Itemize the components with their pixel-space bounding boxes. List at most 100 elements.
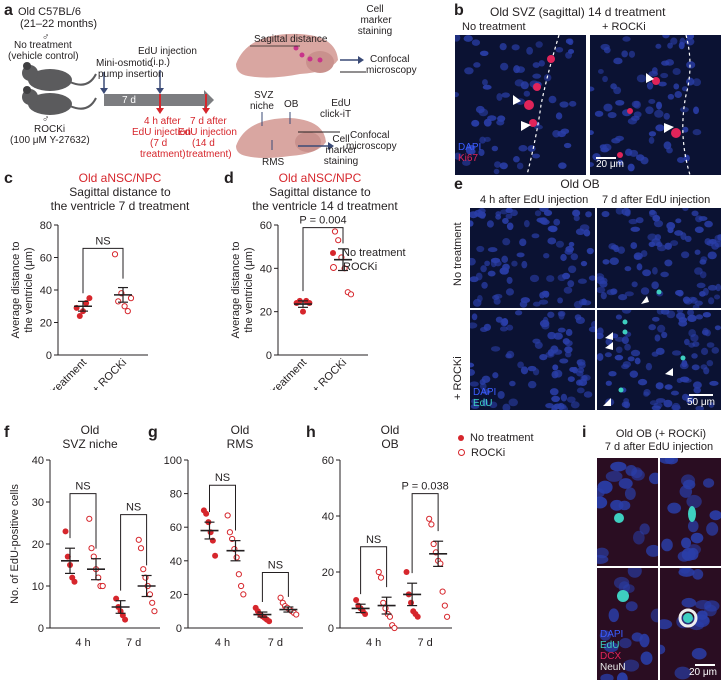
nucleus bbox=[490, 346, 501, 352]
nucleus bbox=[508, 398, 518, 407]
nucleus bbox=[630, 349, 641, 357]
nucleus bbox=[566, 396, 576, 403]
nucleus bbox=[670, 240, 679, 246]
data-point-rocki bbox=[426, 515, 433, 522]
nucleus bbox=[464, 67, 474, 75]
data-point-rocki bbox=[377, 574, 385, 581]
y-tick-label: 20 bbox=[322, 567, 334, 579]
nucleus bbox=[511, 44, 520, 51]
rms-label: RMS bbox=[262, 157, 285, 168]
svz-label-1: SVZ bbox=[254, 90, 274, 101]
nucleus bbox=[671, 350, 682, 356]
y-axis-label: Average distance tothe ventricle (μm) bbox=[230, 241, 255, 338]
scale-bar-b: 20 μm bbox=[596, 159, 624, 170]
panel-a-letter: a bbox=[4, 2, 13, 19]
nucleus bbox=[682, 126, 689, 133]
nucleus bbox=[692, 78, 702, 87]
nucleus bbox=[602, 75, 608, 83]
micrograph-i-4: 20 μm bbox=[660, 568, 721, 680]
nucleus bbox=[557, 327, 566, 333]
significance-label: NS bbox=[95, 235, 110, 247]
nucleus bbox=[579, 224, 590, 232]
nucleus bbox=[658, 81, 667, 87]
nucleus bbox=[577, 278, 587, 284]
nucleus bbox=[628, 50, 636, 58]
nucleus bbox=[590, 162, 595, 167]
nucleus bbox=[649, 209, 656, 216]
micrograph-i-3: DAPI EdU DCX NeuN bbox=[597, 568, 658, 680]
significance-bracket bbox=[120, 514, 148, 591]
nucleus bbox=[552, 130, 561, 138]
x-category-label: + ROCKi bbox=[90, 357, 129, 390]
nucleus bbox=[683, 479, 696, 490]
data-point-rocki bbox=[382, 605, 389, 612]
nucleus bbox=[615, 135, 624, 142]
legend-h-no-treatment-text: No treatment bbox=[470, 431, 534, 444]
panel-c-title-2: the ventricle 7 d treatment bbox=[50, 199, 190, 213]
nucleus bbox=[467, 144, 476, 151]
nucleus bbox=[547, 237, 557, 245]
nuclei-texture bbox=[597, 208, 721, 308]
panel-d-title-red: Old aNSC/NPC bbox=[278, 171, 362, 185]
nucleus bbox=[663, 399, 673, 408]
nucleus bbox=[471, 39, 481, 46]
nucleus bbox=[562, 338, 570, 345]
nucleus bbox=[471, 398, 478, 405]
y-tick-label: 40 bbox=[40, 285, 52, 297]
nucleus bbox=[670, 390, 679, 396]
dcx-label-i: DCX bbox=[600, 651, 622, 662]
nuclei-texture bbox=[590, 35, 702, 172]
nucleus bbox=[694, 226, 704, 233]
nucleus bbox=[559, 358, 569, 364]
nucleus bbox=[551, 370, 559, 379]
nucleus bbox=[664, 384, 673, 390]
nucleus bbox=[560, 253, 567, 262]
rocki-label-1: ROCKi bbox=[34, 124, 66, 135]
micrograph-i-1-art bbox=[597, 461, 658, 564]
nucleus bbox=[655, 124, 665, 132]
nucleus bbox=[681, 597, 697, 608]
nucleus bbox=[691, 364, 700, 371]
nucleus bbox=[565, 245, 574, 253]
nucleus bbox=[547, 311, 555, 318]
nucleus bbox=[563, 286, 573, 294]
nucleus bbox=[688, 342, 696, 348]
nucleus bbox=[605, 380, 612, 386]
scale-bar-i-label: 20 μm bbox=[689, 667, 717, 678]
nucleus bbox=[597, 496, 608, 509]
data-point-rocki bbox=[115, 298, 122, 305]
duration-label: 7 d bbox=[122, 95, 136, 106]
data-point-rocki bbox=[443, 613, 451, 620]
nucleus bbox=[600, 673, 614, 680]
nucleus bbox=[706, 342, 715, 348]
y-tick-label: 100 bbox=[164, 455, 182, 467]
nucleus bbox=[557, 297, 563, 304]
data-point-rocki bbox=[391, 624, 398, 632]
nucleus bbox=[597, 276, 605, 285]
data-point-rocki bbox=[149, 599, 156, 606]
nucleus bbox=[666, 147, 673, 154]
nucleus bbox=[696, 610, 708, 620]
significance-label: NS bbox=[366, 534, 381, 546]
nucleus bbox=[529, 274, 540, 283]
data-point-rocki bbox=[235, 571, 242, 578]
significance-label: NS bbox=[126, 502, 141, 514]
nucleus bbox=[473, 62, 481, 68]
nucleus bbox=[534, 210, 542, 217]
panel-b-letter: b bbox=[454, 2, 464, 19]
nucleus bbox=[567, 376, 575, 382]
micrograph-e-nt-7d-art bbox=[597, 208, 721, 308]
nucleus bbox=[649, 400, 659, 406]
nucleus bbox=[603, 103, 613, 112]
nucleus bbox=[470, 403, 480, 409]
nucleus bbox=[532, 368, 540, 376]
nucleus bbox=[714, 294, 721, 300]
nucleus bbox=[499, 162, 508, 170]
nucleus bbox=[570, 401, 580, 409]
nucleus bbox=[615, 346, 623, 354]
nucleus bbox=[548, 95, 557, 104]
y-tick-label: 40 bbox=[32, 455, 44, 467]
significance-bracket bbox=[360, 546, 388, 595]
significance-label: NS bbox=[268, 560, 283, 572]
cell-marker-2: marker bbox=[360, 15, 392, 26]
